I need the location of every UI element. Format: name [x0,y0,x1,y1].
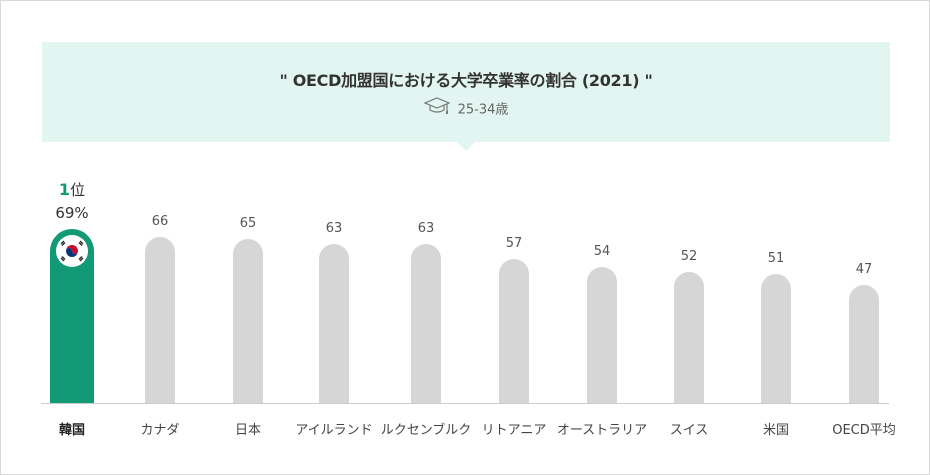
value-label-6: 54 [593,244,611,259]
category-label-9: OECD平均 [832,423,896,438]
bar-7 [674,272,704,403]
bar-9 [849,285,879,403]
value-label-2: 65 [239,216,257,231]
value-label-8: 51 [767,251,785,266]
category-label-1: カナダ [140,423,180,438]
value-label-3: 63 [325,221,343,236]
category-label-4: ルクセンブルク [380,423,472,438]
title-banner: " OECD加盟国における大学卒業率の割合 (2021) " 25-34歳 [42,42,890,142]
bar-8 [761,274,791,403]
bar-3 [319,244,349,403]
bar-4 [411,244,441,403]
x-axis-baseline [41,403,889,404]
value-label-9: 47 [855,262,873,277]
rank-label: 1位 [32,179,112,200]
graduation-cap-icon [423,97,451,119]
rank-number: 1 [58,180,71,199]
category-label-5: リトアニア [481,423,547,438]
chart-title: " OECD加盟国における大学卒業率の割合 (2021) " [279,71,653,90]
category-label-2: 日本 [234,423,261,438]
bar-2 [233,239,263,403]
value-label-0: 69% [55,204,89,222]
rank-suffix: 位 [70,181,86,199]
subtitle-text: 25-34歳 [457,102,509,118]
category-label-8: 米国 [762,423,789,438]
category-label-6: オーストラリア [556,423,648,438]
bar-6 [587,267,617,403]
title-pointer [457,142,475,151]
bar-1 [145,237,175,403]
value-label-5: 57 [505,236,523,251]
value-label-1: 66 [151,214,169,229]
category-label-7: スイス [669,423,709,438]
category-label-0: 韓国 [58,423,85,438]
korea-flag-icon [56,235,88,267]
bar-5 [499,259,529,403]
value-label-7: 52 [680,249,698,264]
chart-subtitle: 25-34歳 [42,97,890,119]
value-label-4: 63 [417,221,435,236]
category-label-3: アイルランド [295,423,373,438]
